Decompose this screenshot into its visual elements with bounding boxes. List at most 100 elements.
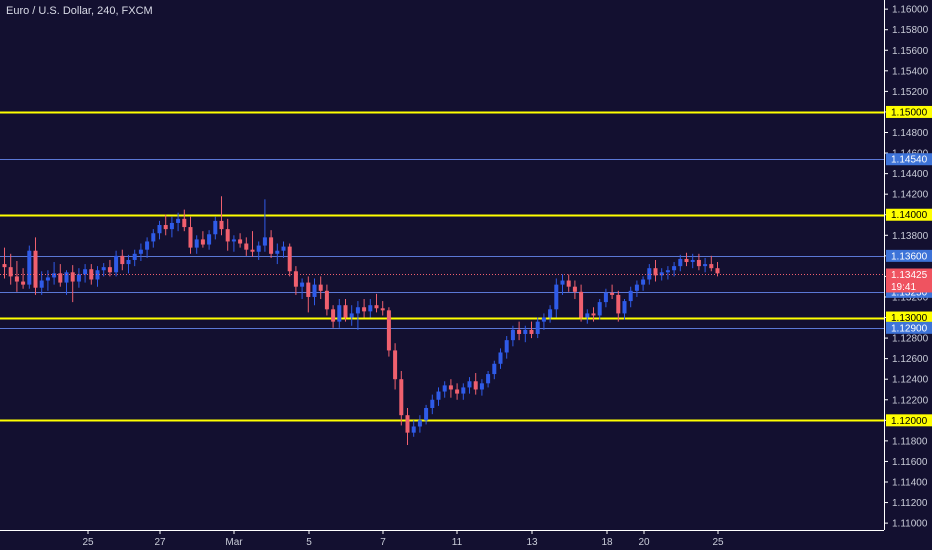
candle-body: [541, 317, 546, 322]
candle-body: [504, 340, 509, 353]
candle-body: [492, 363, 497, 375]
y-tick-label: 1.11200: [892, 498, 928, 509]
candle-body: [275, 250, 280, 254]
candle-body: [355, 307, 360, 314]
candle-body: [2, 264, 7, 268]
candle-body: [380, 308, 385, 311]
candle-body: [306, 282, 311, 297]
x-tick-label: 25: [82, 537, 94, 548]
candle-body: [14, 276, 19, 282]
candle-body: [672, 266, 677, 271]
x-tick-label: 27: [154, 537, 166, 548]
candle-body: [554, 284, 559, 310]
x-tick-label: 11: [452, 537, 463, 548]
level-label-bg: [886, 321, 932, 334]
candle-body: [622, 301, 627, 314]
time-axis[interactable]: 25 27 Mar 5 7 11 13 18 20 25: [82, 530, 724, 548]
current-price-label: 1.13425: [891, 270, 928, 281]
candle-body: [293, 271, 298, 287]
y-tick-label: 1.16000: [892, 5, 929, 16]
candle-body: [337, 305, 342, 322]
x-tick-label: 25: [712, 537, 724, 548]
candle-body: [83, 269, 88, 275]
candle-body: [448, 385, 453, 390]
candle-body: [362, 307, 367, 312]
candle-body: [641, 279, 646, 285]
y-tick-label: 1.11000: [892, 519, 928, 530]
level-label: 1.13000: [891, 313, 928, 324]
candle-body: [163, 225, 168, 230]
candle-body: [120, 255, 125, 265]
price-labels: 1.15000 1.14540 1.14000 1.13600 1.13250 1.130…: [886, 105, 932, 427]
candle-body: [597, 302, 602, 316]
y-tick-label: 1.11800: [892, 436, 928, 447]
y-tick-label: 1.15200: [892, 87, 929, 98]
candle-body: [442, 385, 447, 392]
candle-body: [430, 399, 435, 408]
candle-body: [39, 280, 44, 288]
candle-body: [58, 273, 63, 283]
candle-body: [572, 286, 577, 292]
symbol-title: Euro / U.S. Dollar, 240, FXCM: [6, 5, 153, 17]
candle-body: [281, 246, 286, 251]
candle-body: [628, 290, 633, 302]
candle-body: [343, 305, 348, 318]
candle-body: [393, 350, 398, 380]
countdown-label-bg: [886, 280, 932, 293]
candle-body: [89, 269, 94, 280]
candle-body: [715, 268, 720, 274]
candle-body: [653, 268, 658, 276]
candle-body: [269, 237, 274, 254]
candle-body: [126, 259, 131, 265]
candle-body: [182, 218, 187, 228]
x-tick-label: 20: [638, 537, 650, 548]
candle-body: [312, 284, 317, 297]
candle-body: [151, 233, 156, 242]
level-label: 1.14000: [891, 210, 928, 221]
candle-body: [467, 381, 472, 388]
candle-body: [399, 379, 404, 416]
candle-body: [70, 272, 75, 282]
candle-body: [498, 352, 503, 364]
candle-body: [145, 241, 150, 250]
candle-body: [696, 259, 701, 267]
candle-body: [368, 305, 373, 312]
candle-body: [436, 391, 441, 400]
candle-body: [219, 220, 224, 230]
candle-body: [76, 274, 81, 282]
candle-body: [591, 313, 596, 316]
candle-body: [665, 270, 670, 273]
candle-body: [349, 313, 354, 318]
candle-body: [616, 294, 621, 314]
x-tick-label: 18: [601, 537, 613, 548]
x-tick-label: 7: [380, 537, 386, 548]
y-tick-label: 1.15400: [892, 66, 929, 77]
candle-body: [27, 250, 32, 285]
y-tick-label: 1.11600: [892, 457, 928, 468]
x-tick-label: 5: [306, 537, 312, 548]
y-tick-label: 1.15800: [892, 25, 929, 36]
candle-body: [250, 249, 255, 252]
candle-body: [188, 227, 193, 248]
candle-body: [132, 253, 137, 260]
candle-body: [486, 374, 491, 384]
x-tick-label: 13: [526, 537, 538, 548]
candle-body: [548, 309, 553, 318]
candle-body: [566, 280, 571, 287]
candle-body: [424, 407, 429, 421]
candle-body: [21, 281, 26, 285]
candle-body: [231, 239, 236, 242]
candle-body: [461, 387, 466, 394]
candle-body: [603, 292, 608, 303]
candle-body: [579, 291, 584, 318]
candle-body: [678, 258, 683, 267]
candle-body: [318, 284, 323, 291]
y-tick-label: 1.14200: [892, 190, 929, 201]
candle-body: [647, 268, 652, 280]
candles: [2, 196, 720, 445]
y-tick-label: 1.14400: [892, 169, 929, 180]
countdown-label: 19:41: [891, 282, 916, 293]
candle-body: [176, 218, 181, 223]
candle-body: [238, 239, 243, 244]
